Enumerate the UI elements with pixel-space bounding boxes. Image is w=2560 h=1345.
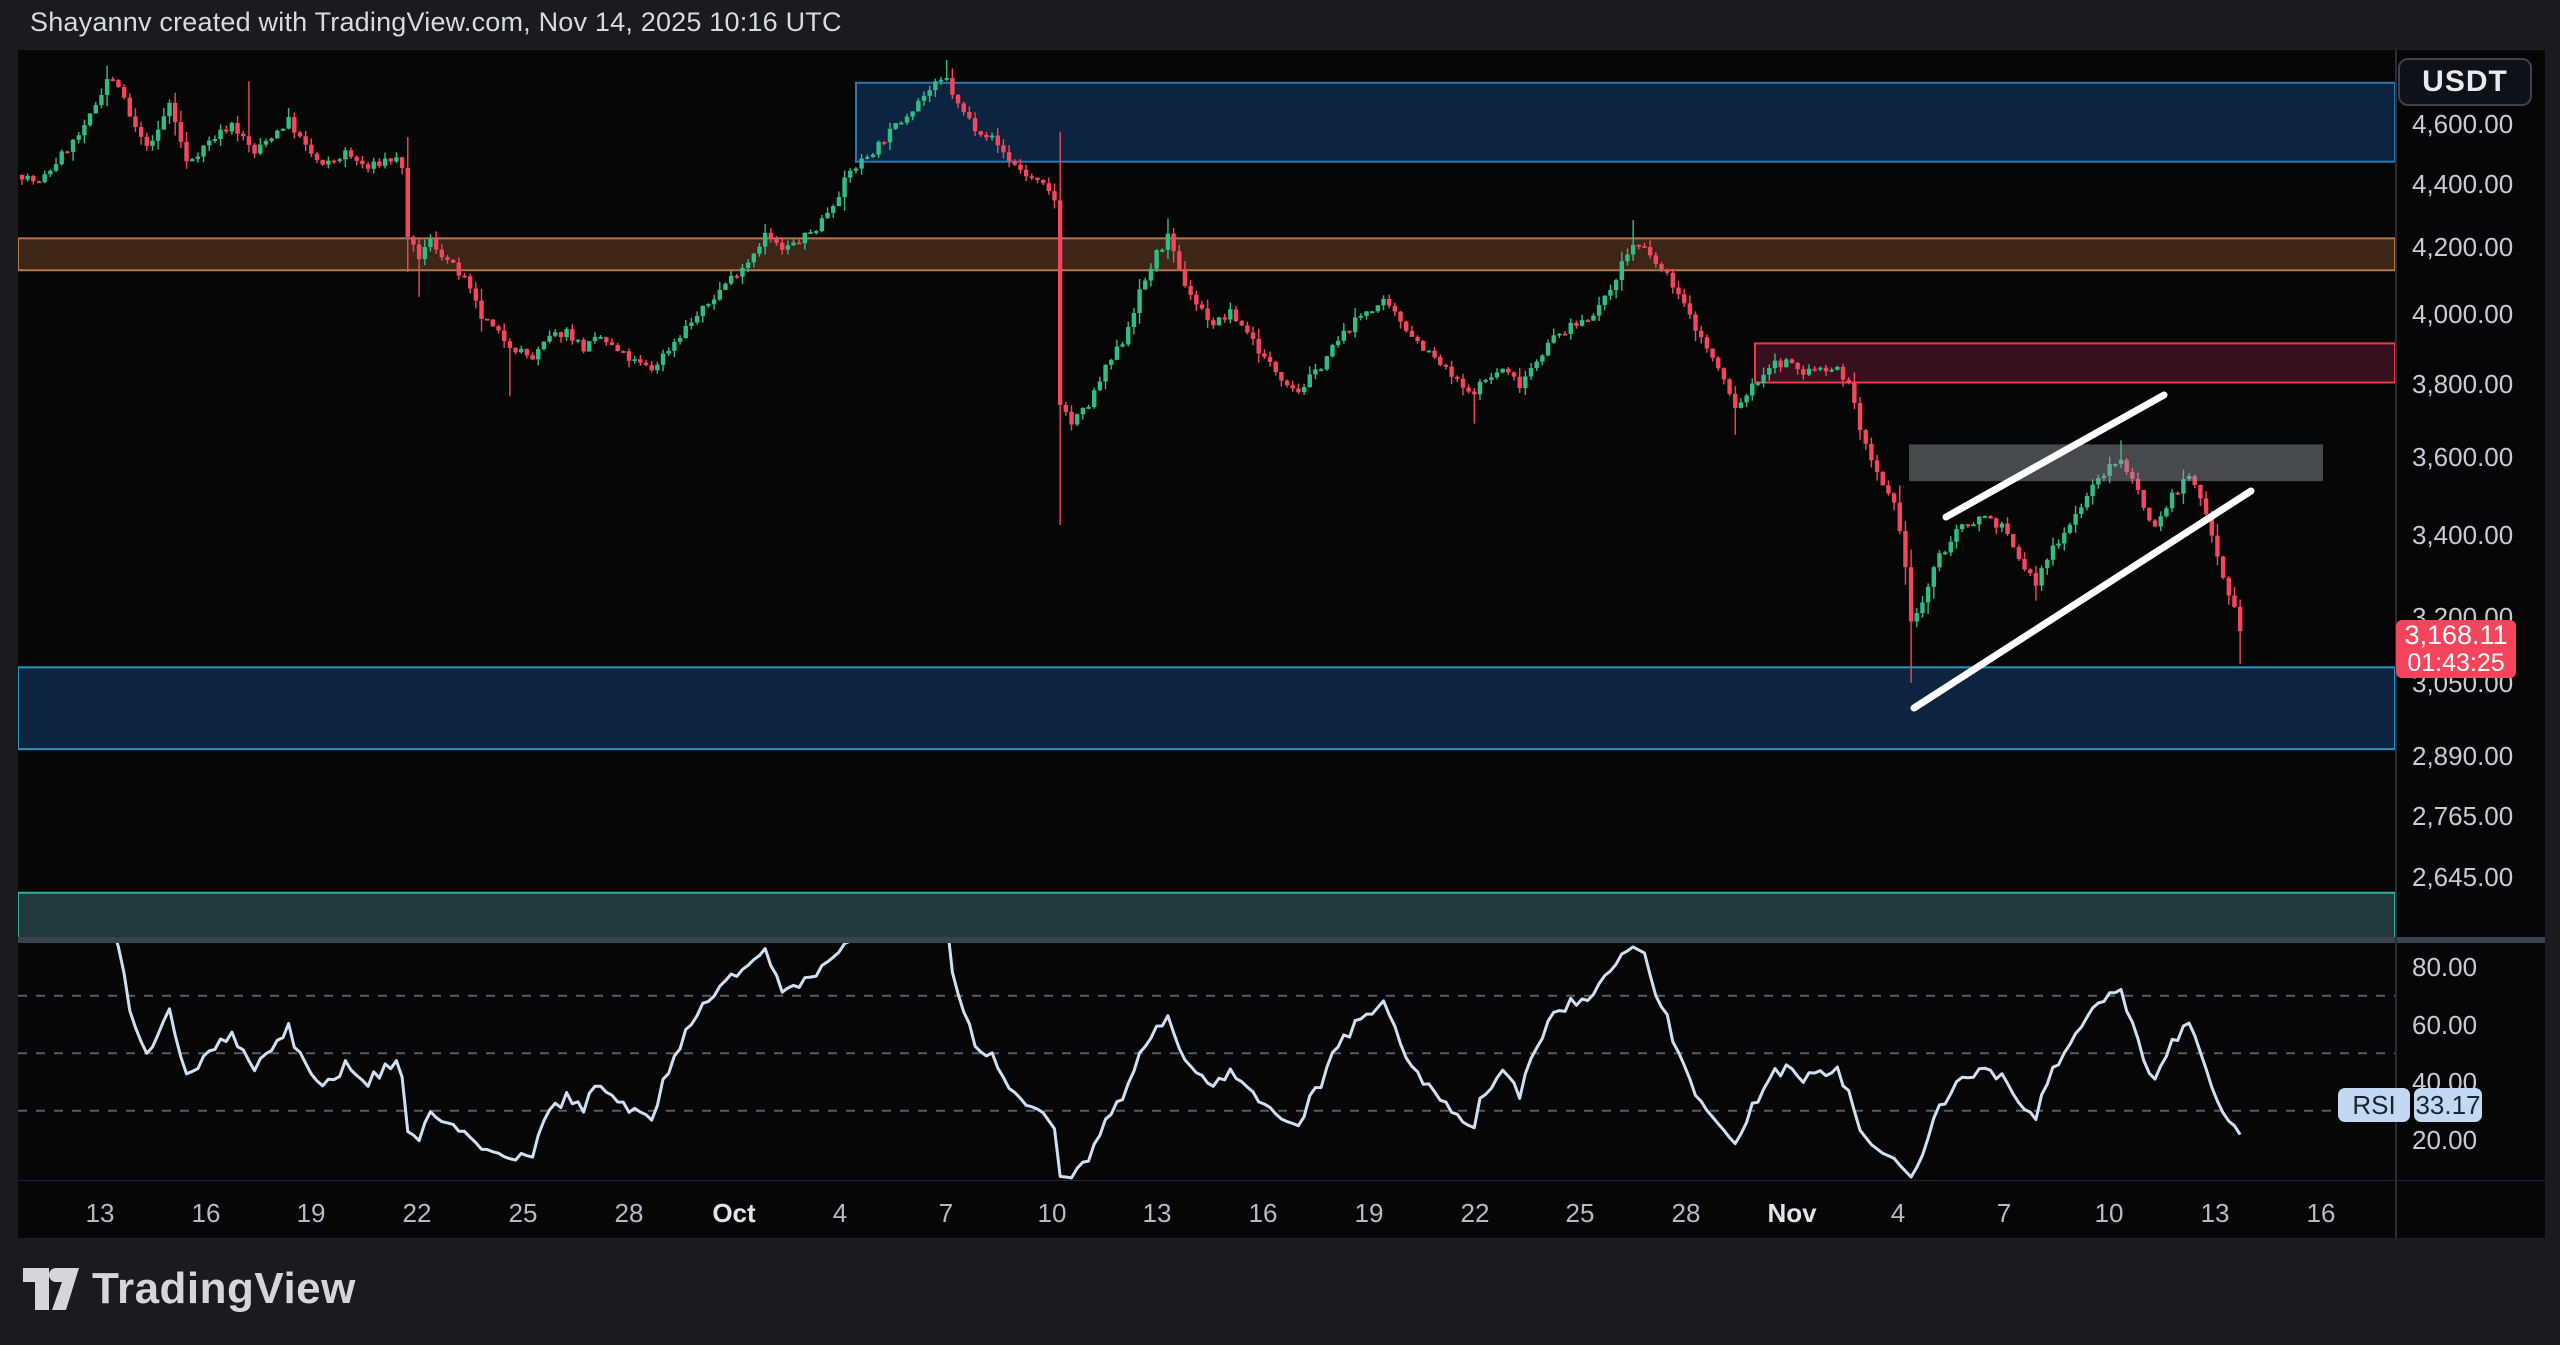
interest-box-gray — [1909, 444, 2323, 482]
time-tick-label: 13 — [1142, 1198, 1172, 1228]
time-tick-label: 19 — [1354, 1198, 1384, 1228]
bar-countdown: 01:43:25 — [2407, 649, 2505, 677]
time-tick-label: 16 — [1248, 1198, 1278, 1228]
price-tick-label: 4,200.00 — [2412, 232, 2514, 263]
pane-separator[interactable] — [18, 937, 2545, 943]
resistance-box-red — [1754, 342, 2395, 384]
time-tick-label: 28 — [1671, 1198, 1701, 1228]
last-price-badge: 3,168.11 01:43:25 — [2396, 620, 2516, 678]
attribution-text: Shayannv created with TradingView.com, N… — [30, 7, 842, 37]
tradingview-wordmark[interactable]: TradingView — [92, 1264, 356, 1313]
rsi-tick-label: 20.00 — [2412, 1124, 2478, 1155]
rsi-tick-label: 80.00 — [2412, 952, 2478, 982]
rsi-line — [115, 943, 2242, 1180]
rsi-value-badge: 33.17 — [2414, 1088, 2482, 1122]
price-tick-label: 4,600.00 — [2412, 108, 2514, 139]
price-tick-label: 2,645.00 — [2412, 861, 2514, 892]
price-tick-label: 3,400.00 — [2412, 519, 2514, 550]
quote-currency-button[interactable]: USDT — [2398, 58, 2532, 106]
time-tick-label: Nov — [1767, 1198, 1817, 1228]
price-tick-label: 4,400.00 — [2412, 169, 2514, 200]
price-tick-label: 3,600.00 — [2412, 442, 2514, 473]
time-tick-label: 13 — [85, 1198, 115, 1228]
price-tick-label: 4,000.00 — [2412, 298, 2514, 329]
last-price-value: 3,168.11 — [2404, 620, 2508, 650]
footer-bar — [0, 1238, 2560, 1345]
time-axis-border — [18, 1180, 2545, 1181]
channel-upper — [1942, 391, 2168, 521]
demand-zone-blue — [18, 666, 2395, 751]
rsi-tick-label: 60.00 — [2412, 1009, 2478, 1040]
supply-zone-top — [855, 81, 2395, 163]
demand-zone-teal — [18, 891, 2395, 940]
price-tick-label: 2,765.00 — [2412, 801, 2514, 832]
time-tick-label: Oct — [712, 1198, 756, 1228]
tradingview-logo-icon[interactable] — [22, 1266, 80, 1312]
time-tick-label: 25 — [1565, 1198, 1595, 1228]
time-tick-label: 16 — [191, 1198, 221, 1228]
time-tick-label: 28 — [614, 1198, 644, 1228]
time-tick-label: 10 — [1037, 1198, 1067, 1228]
time-tick-label: 7 — [938, 1198, 954, 1228]
time-tick-label: 4 — [832, 1198, 848, 1228]
time-tick-label: 22 — [402, 1198, 432, 1228]
rsi-indicator-label: RSI — [2338, 1088, 2410, 1122]
time-tick-label: 7 — [1996, 1198, 2012, 1228]
price-tick-label: 3,800.00 — [2412, 368, 2514, 399]
time-tick-label: 25 — [508, 1198, 538, 1228]
time-tick-label: 10 — [2094, 1198, 2124, 1228]
time-tick-label: 22 — [1460, 1198, 1490, 1228]
time-tick-label: 4 — [1890, 1198, 1906, 1228]
price-tick-label: 2,890.00 — [2412, 741, 2514, 772]
time-tick-label: 19 — [296, 1198, 326, 1228]
channel-lower — [1910, 487, 2255, 712]
time-tick-label: 16 — [2306, 1198, 2336, 1228]
time-tick-label: 13 — [2200, 1198, 2230, 1228]
